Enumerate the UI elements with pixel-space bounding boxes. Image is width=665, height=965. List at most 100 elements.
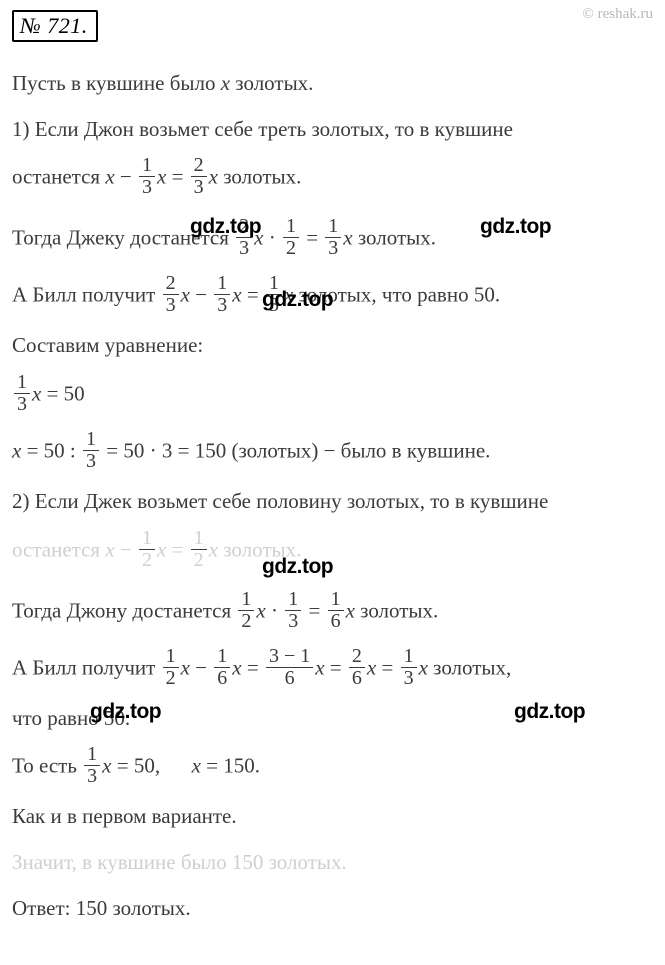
- var-x: x: [232, 283, 241, 307]
- fraction: 26: [349, 646, 365, 689]
- var-x: x: [367, 655, 376, 679]
- text-line-faded: останется x − 12x = 12x золотых.: [12, 530, 653, 573]
- frac-den: 3: [325, 238, 341, 259]
- text-line: А Билл получит 23x − 13x = 13x золотых, …: [12, 275, 653, 318]
- var-x: x: [209, 537, 218, 561]
- frac-den: 6: [349, 668, 365, 689]
- text: =: [301, 226, 323, 250]
- text: = 50: [41, 381, 84, 405]
- var-x: x: [315, 655, 324, 679]
- frac-num: 2: [349, 646, 365, 668]
- fraction: 12: [139, 528, 155, 571]
- text: золотых.: [218, 537, 301, 561]
- frac-num: 1: [14, 372, 30, 394]
- text: = 150.: [201, 754, 260, 778]
- text: Тогда Джону достанется: [12, 598, 236, 622]
- frac-den: 3: [285, 611, 301, 632]
- frac-num: 1: [139, 155, 155, 177]
- frac-num: 1: [139, 528, 155, 550]
- frac-num: 1: [83, 429, 99, 451]
- frac-den: 3: [84, 766, 100, 787]
- text-line: что равно 50.: [12, 701, 653, 737]
- frac-num: 2: [191, 155, 207, 177]
- var-x: x: [346, 598, 355, 622]
- var-x: x: [181, 655, 190, 679]
- text-line: Тогда Джеку достанется 23x · 12 = 13x зо…: [12, 218, 653, 261]
- frac-den: 6: [214, 668, 230, 689]
- fraction: 13: [83, 429, 99, 472]
- frac-den: 2: [191, 550, 207, 571]
- text: Пусть в кувшине было: [12, 71, 221, 95]
- text: −: [115, 537, 137, 561]
- text-line: Как и в первом варианте.: [12, 799, 653, 835]
- frac-num: 3 − 1: [266, 646, 313, 668]
- frac-den: 6: [328, 611, 344, 632]
- text: золотых.: [353, 226, 436, 250]
- site-watermark: © reshak.ru: [582, 6, 653, 23]
- fraction: 12: [238, 589, 254, 632]
- var-x: x: [343, 226, 352, 250]
- text: Тогда Джеку достанется: [12, 226, 234, 250]
- text: −: [190, 283, 212, 307]
- text: =: [166, 165, 188, 189]
- frac-den: 3: [191, 177, 207, 198]
- var-x: x: [157, 165, 166, 189]
- frac-num: 1: [401, 646, 417, 668]
- text: = 50 :: [21, 438, 81, 462]
- var-x: x: [419, 655, 428, 679]
- page: © reshak.ru № 721. Пусть в кувшине было …: [0, 0, 665, 965]
- frac-den: 3: [139, 177, 155, 198]
- frac-den: 3: [236, 238, 252, 259]
- fraction: 23: [236, 216, 252, 259]
- frac-den: 3: [163, 295, 179, 316]
- var-x: x: [221, 71, 230, 95]
- text: золотых, что равно 50.: [293, 283, 500, 307]
- text: То есть: [12, 754, 82, 778]
- frac-den: 6: [266, 668, 313, 689]
- text: =: [325, 655, 347, 679]
- text: =: [166, 537, 188, 561]
- var-x: x: [102, 754, 111, 778]
- var-x: x: [157, 537, 166, 561]
- text-line: 1) Если Джон возьмет себе треть золотых,…: [12, 112, 653, 148]
- fraction: 13: [266, 273, 282, 316]
- text-line: 2) Если Джек возьмет себе половину золот…: [12, 484, 653, 520]
- frac-num: 1: [214, 273, 230, 295]
- text: золотых.: [218, 165, 301, 189]
- var-x: x: [284, 283, 293, 307]
- fraction: 13: [285, 589, 301, 632]
- frac-num: 1: [325, 216, 341, 238]
- problem-number-box: № 721.: [12, 10, 98, 42]
- fraction: 3 − 16: [266, 646, 313, 689]
- frac-num: 2: [163, 273, 179, 295]
- text: останется: [12, 537, 105, 561]
- fraction: 13: [401, 646, 417, 689]
- text: А Билл получит: [12, 283, 161, 307]
- text-line: А Билл получит 12x − 16x = 3 − 16x = 26x…: [12, 648, 653, 691]
- frac-num: 1: [266, 273, 282, 295]
- fraction: 12: [163, 646, 179, 689]
- text-line: 13x = 50: [12, 374, 653, 417]
- text-line: Пусть в кувшине было x золотых.: [12, 66, 653, 102]
- text-line-faded: Значит, в кувшине было 150 золотых.: [12, 845, 653, 881]
- text: = 50 · 3 = 150 (золотых) − было в кувшин…: [101, 438, 490, 462]
- var-x: x: [181, 283, 190, 307]
- frac-num: 1: [191, 528, 207, 550]
- text-line: Ответ: 150 золотых.: [12, 891, 653, 927]
- text-line: Тогда Джону достанется 12x · 13 = 16x зо…: [12, 591, 653, 634]
- frac-den: 2: [163, 668, 179, 689]
- frac-den: 3: [401, 668, 417, 689]
- text: =: [242, 283, 264, 307]
- frac-den: 3: [83, 451, 99, 472]
- text: =: [303, 598, 325, 622]
- var-x: x: [12, 438, 21, 462]
- text-line: x = 50 : 13 = 50 · 3 = 150 (золотых) − б…: [12, 431, 653, 474]
- text: А Билл получит: [12, 655, 161, 679]
- var-x: x: [232, 655, 241, 679]
- frac-num: 1: [84, 744, 100, 766]
- fraction: 16: [328, 589, 344, 632]
- var-x: x: [32, 381, 41, 405]
- text-line: Составим уравнение:: [12, 328, 653, 364]
- text: = 50,: [112, 754, 161, 778]
- frac-num: 1: [285, 589, 301, 611]
